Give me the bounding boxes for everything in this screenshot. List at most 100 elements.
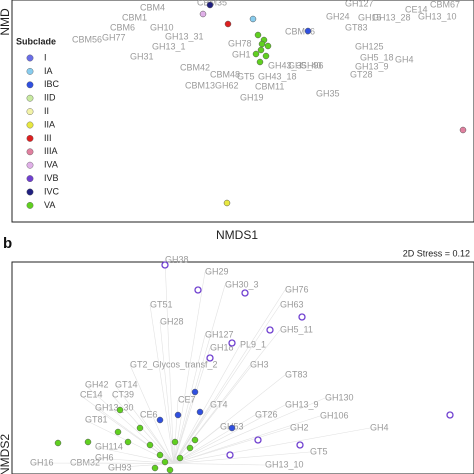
point xyxy=(206,1,214,9)
variable-label: GH78 xyxy=(228,38,252,48)
legend-label: VA xyxy=(44,200,55,210)
variable-label: CE6 xyxy=(140,409,158,419)
variable-label: GH62 xyxy=(215,80,239,90)
legend-label: IVC xyxy=(44,186,60,196)
variable-label: GH4 xyxy=(395,54,414,64)
variable-label: GH43_3 xyxy=(268,60,302,70)
vector-line xyxy=(164,259,174,464)
point xyxy=(54,439,62,447)
vector-line xyxy=(159,321,174,464)
variable-label: CBM4 xyxy=(140,2,165,12)
vector-line xyxy=(173,427,291,464)
vector-line xyxy=(173,304,281,464)
vector-line xyxy=(173,344,241,464)
variable-label: GH63 xyxy=(280,299,304,309)
variable-label: GH13_1 xyxy=(152,41,186,51)
variable-label: GH13_28 xyxy=(372,12,411,22)
point xyxy=(194,286,202,294)
variable-label: GT81 xyxy=(85,414,108,424)
variable-label: GT26 xyxy=(255,409,278,419)
variable-label: GH13_31 xyxy=(165,31,204,41)
legend-label: IIA xyxy=(44,119,55,129)
variable-label: GH13_10 xyxy=(265,459,304,469)
legend-marker xyxy=(26,54,34,62)
variable-label: GT2_Glycos_transf_2 xyxy=(130,359,218,369)
vector-line xyxy=(173,284,226,464)
point xyxy=(114,428,122,436)
variable-label: CBM67 xyxy=(430,0,460,9)
point xyxy=(446,411,454,419)
legend-marker xyxy=(26,134,34,142)
vector-line xyxy=(79,394,174,464)
point xyxy=(116,406,124,414)
variable-label: GH6 xyxy=(95,452,114,462)
variable-label: CBM42 xyxy=(180,62,210,72)
variable-label: GH5_40 xyxy=(288,60,322,70)
legend-marker xyxy=(26,108,34,116)
point xyxy=(228,424,236,432)
point xyxy=(266,326,274,334)
vector-line xyxy=(173,347,211,464)
vector-line xyxy=(139,414,174,464)
point xyxy=(156,451,164,459)
point xyxy=(151,464,159,472)
variable-label: GH77 xyxy=(102,32,126,42)
variable-label: GH106 xyxy=(320,410,349,420)
point xyxy=(241,289,249,297)
legend-label: IID xyxy=(44,93,56,103)
plot-frame xyxy=(11,261,474,474)
legend-marker xyxy=(26,201,34,209)
point xyxy=(146,441,154,449)
variable-label: GH13_9 xyxy=(355,61,389,71)
legend-marker xyxy=(26,94,34,102)
variable-label: CBM13 xyxy=(185,80,215,90)
variable-label: GH42 xyxy=(85,379,109,389)
variable-label: GH43_18 xyxy=(258,71,297,81)
point xyxy=(228,339,236,347)
variable-label: GT83 xyxy=(285,369,308,379)
point xyxy=(264,42,272,50)
vector-line xyxy=(94,457,174,464)
point xyxy=(186,444,194,452)
variable-label: GH93 xyxy=(108,462,132,472)
legend-title: Subclade xyxy=(16,36,56,46)
legend-label: II xyxy=(44,106,49,116)
vector-line xyxy=(114,384,174,464)
point xyxy=(196,408,204,416)
variable-label: GH127 xyxy=(345,0,374,8)
point xyxy=(254,31,262,39)
variable-label: GT5 xyxy=(310,446,328,456)
variable-label: GH13_30 xyxy=(95,402,134,412)
variable-label: CBM48 xyxy=(210,69,240,79)
point xyxy=(191,388,199,396)
vector-line xyxy=(173,404,211,464)
variable-label: GH35 xyxy=(316,88,340,98)
variable-label: CT39 xyxy=(112,389,134,399)
variable-label: GT83 xyxy=(345,22,368,32)
vector-line xyxy=(129,364,174,464)
variable-label: GH16 xyxy=(30,457,54,467)
point xyxy=(226,451,234,459)
variable-label: GT51 xyxy=(150,299,173,309)
variable-label: GT4 xyxy=(210,399,228,409)
point xyxy=(262,52,270,60)
point xyxy=(459,126,467,134)
variable-label: GH2 xyxy=(290,422,309,432)
vector-line xyxy=(94,446,174,464)
legend-label: IBC xyxy=(44,79,60,89)
point xyxy=(224,20,232,28)
y-axis-label: NMDS2 xyxy=(0,434,12,474)
variable-label: GH96 xyxy=(300,60,324,70)
point xyxy=(171,438,179,446)
variable-label: GH28 xyxy=(160,316,184,326)
legend-label: IVA xyxy=(44,160,58,170)
variable-label: CBM1 xyxy=(122,12,147,22)
variable-label: GH10 xyxy=(150,22,174,32)
variable-label: GH38 xyxy=(165,254,189,264)
variable-label: CBM56 xyxy=(72,34,102,44)
variable-label: CE14 xyxy=(405,4,428,14)
variable-label: CBM11 xyxy=(255,81,284,91)
variable-label: GH1 xyxy=(232,49,251,59)
variable-label: GH114 xyxy=(95,441,123,451)
